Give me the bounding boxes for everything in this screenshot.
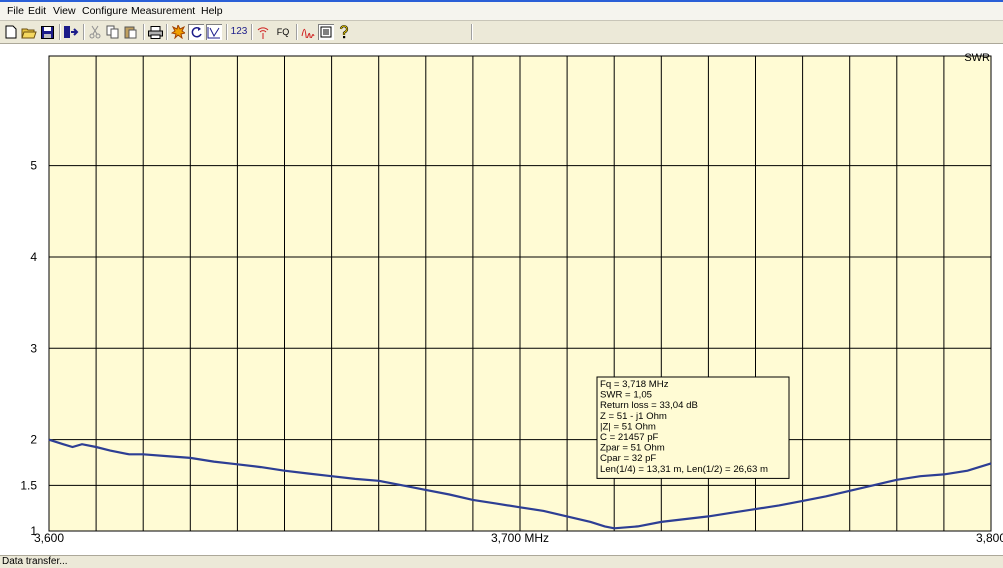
new-file-icon[interactable] <box>3 24 19 40</box>
antenna-icon[interactable] <box>255 24 271 40</box>
status-text: Data transfer... <box>2 556 68 567</box>
y-tick-label: 4 <box>30 250 37 264</box>
scan-icon[interactable] <box>170 24 186 40</box>
swr-plot-area[interactable]: 1 1.5 2 3 4 5 3,600 3,700 MHz 3,800 SWR Fq = 3,7… <box>0 44 1003 555</box>
menu-configure[interactable]: Configure <box>82 5 128 17</box>
menu-help[interactable]: Help <box>201 5 223 17</box>
toolbar-separator <box>251 24 253 40</box>
marker-info-line: SWR = 1,05 <box>600 390 652 401</box>
menu-bar: File Edit View Configure Measurement Hel… <box>0 2 1003 21</box>
copy-icon[interactable] <box>105 24 121 40</box>
window-top-border <box>0 0 1003 2</box>
export-icon[interactable] <box>63 24 79 40</box>
y-tick-label: 1.5 <box>20 478 37 492</box>
plot-border <box>48 55 992 532</box>
toolbar-separator <box>83 24 85 40</box>
marker-info-line: C = 21457 pF <box>600 432 659 443</box>
toolbar-separator <box>59 24 61 40</box>
memory-icon[interactable] <box>318 24 334 40</box>
marker-box-frame <box>596 376 790 479</box>
y-tick-label: 3 <box>30 341 37 355</box>
status-bar: Data transfer... <box>0 555 1003 567</box>
marker-info-line: Fq = 3,718 MHz <box>600 379 669 390</box>
toolbar: 123 FQ <box>0 21 1003 44</box>
swr-graph-icon[interactable] <box>206 24 222 40</box>
fq-icon-label: FQ <box>276 27 290 37</box>
save-icon[interactable] <box>39 24 55 40</box>
menu-measurement[interactable]: Measurement <box>131 5 196 17</box>
y-tick-label: 5 <box>30 159 37 173</box>
print-icon[interactable] <box>147 24 163 40</box>
paste-icon[interactable] <box>123 24 139 40</box>
marker-info-line: Cpar = 32 pF <box>600 453 656 464</box>
frequency-icon[interactable]: 123 <box>230 24 248 40</box>
swr-curve <box>48 438 992 530</box>
frequency-icon-label: 123 <box>230 26 248 37</box>
chart-grid <box>48 55 992 532</box>
axis-labels: 1 1.5 2 3 4 5 3,600 3,700 MHz 3,800 <box>20 159 1003 545</box>
toolbar-separator <box>166 24 168 40</box>
help-icon[interactable] <box>336 24 352 40</box>
menu-edit[interactable]: Edit <box>28 5 47 17</box>
curve-icon[interactable] <box>300 24 316 40</box>
marker-info-line: Len(1/4) = 13,31 m, Len(1/2) = 26,63 m <box>600 464 768 475</box>
marker-info-line: Return loss = 33,04 dB <box>600 400 698 411</box>
cut-icon[interactable] <box>87 24 103 40</box>
x-tick-label: 3,700 MHz <box>491 531 549 545</box>
toolbar-separator <box>226 24 228 40</box>
swr-chart: 1 1.5 2 3 4 5 3,600 3,700 MHz 3,800 SWR Fq = 3,7… <box>20 52 1003 545</box>
menu-view[interactable]: View <box>53 5 76 17</box>
y-tick-label: 1 <box>30 524 37 538</box>
toolbar-separator <box>296 24 298 40</box>
x-tick-label: 3,800 <box>976 531 1003 545</box>
fq-icon[interactable]: FQ <box>273 24 293 40</box>
toolbar-end-separator <box>471 24 473 40</box>
marker-info-line: |Z| = 51 Ohm <box>600 421 656 432</box>
toolbar-separator <box>143 24 145 40</box>
marker-info-line: Z = 51 - j1 Ohm <box>600 411 667 422</box>
series-label: SWR <box>964 52 990 64</box>
marker-info-line: Zpar = 51 Ohm <box>600 443 665 454</box>
y-tick-label: 2 <box>30 433 37 447</box>
menu-file[interactable]: File <box>7 5 24 17</box>
x-tick-label: 3,600 <box>34 531 64 545</box>
open-folder-icon[interactable] <box>21 24 37 40</box>
repeat-scan-icon[interactable] <box>188 24 204 40</box>
